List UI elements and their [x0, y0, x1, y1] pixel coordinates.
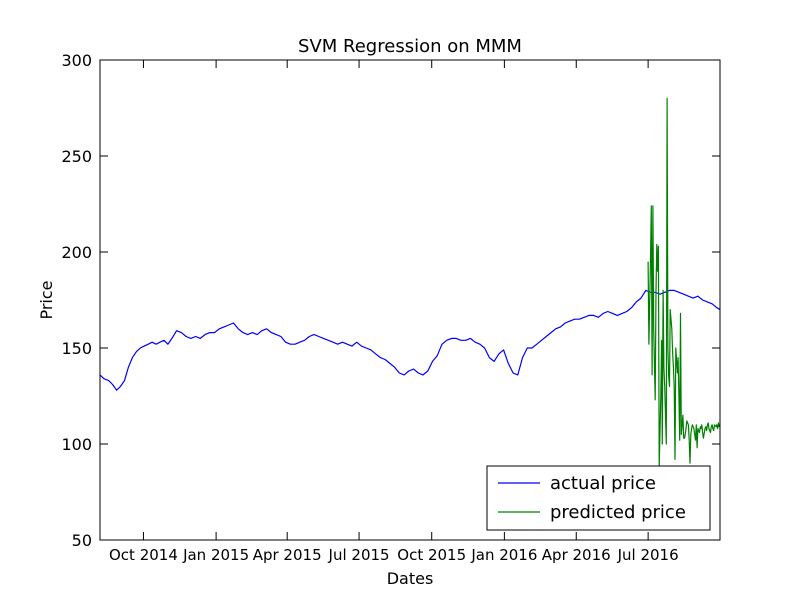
chart-title: SVM Regression on MMM: [298, 36, 522, 57]
x-axis-ticks: Oct 2014 Jan 2015 Apr 2015 Jul 2015 Oct 2015…: [109, 60, 679, 564]
x-tick-label: Apr 2016: [542, 546, 611, 564]
series-layer: [100, 97, 720, 468]
x-tick-label: Oct 2015: [397, 546, 466, 564]
legend-label-predicted-price: predicted price: [550, 502, 686, 523]
y-tick-label: 100: [61, 435, 92, 454]
y-axis-label: Price: [37, 280, 56, 319]
y-tick-label: 300: [61, 51, 92, 70]
legend-box: [486, 465, 711, 531]
x-tick-label: Jan 2015: [182, 546, 249, 564]
y-tick-label: 200: [61, 243, 92, 262]
y-tick-label: 150: [61, 339, 92, 358]
series-line-actual-price: [100, 289, 720, 391]
plot-frame: [99, 59, 721, 541]
series-line-predicted-price: [647, 97, 720, 468]
x-tick-label: Oct 2014: [109, 546, 178, 564]
y-tick-label: 250: [61, 147, 92, 166]
y-axis-ticks: 50 100 150 200 250 300: [61, 51, 720, 550]
x-tick-label: Jul 2016: [617, 546, 679, 564]
y-tick-label: 50: [72, 531, 92, 550]
x-tick-label: Jan 2016: [470, 546, 537, 564]
legend-label-actual-price: actual price: [550, 473, 656, 494]
x-tick-label: Jul 2015: [328, 546, 390, 564]
legend: actual price predicted price: [486, 465, 711, 531]
x-axis-label: Dates: [387, 569, 434, 588]
x-tick-label: Apr 2015: [253, 546, 322, 564]
